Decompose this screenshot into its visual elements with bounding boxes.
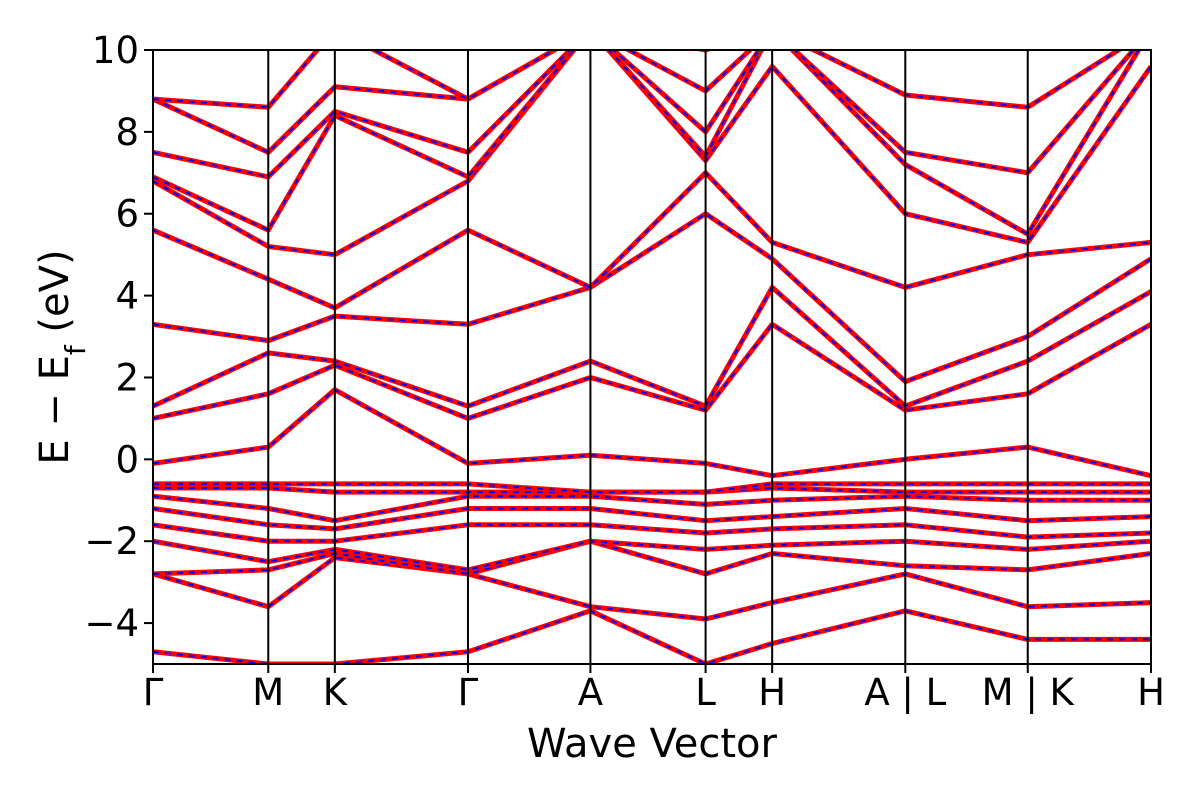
band-line-10-dashed bbox=[153, 388, 1151, 477]
band-line-13-dashed bbox=[153, 212, 1151, 383]
y-tick-label: 4 bbox=[115, 275, 139, 318]
y-tick-label: 0 bbox=[115, 438, 139, 481]
band-line-6-dashed bbox=[153, 507, 1151, 530]
band-line-4-dashed bbox=[153, 540, 1151, 571]
x-tick-label: A | L bbox=[864, 671, 946, 714]
band-lines bbox=[153, 50, 1151, 664]
y-tick-label: 8 bbox=[115, 111, 139, 154]
x-tick-label: Γ bbox=[143, 671, 164, 714]
y-axis-title-unit: (eV) bbox=[32, 249, 78, 345]
x-axis-title: Wave Vector bbox=[527, 721, 778, 767]
x-tick-label: M | K bbox=[982, 671, 1076, 714]
band-line-9-dashed bbox=[153, 482, 1151, 494]
band-line-11 bbox=[153, 321, 1151, 421]
y-tick-label: 6 bbox=[115, 193, 139, 236]
y-axis-ticks: −4 −2 0 2 4 6 8 10 bbox=[84, 29, 153, 645]
y-axis-title-subscript: f bbox=[59, 344, 92, 355]
y-tick-label: −2 bbox=[84, 520, 139, 563]
band-line-14 bbox=[153, 170, 1151, 311]
y-tick-label: 10 bbox=[92, 29, 139, 72]
band-line-2-dashed bbox=[153, 556, 1151, 620]
band-line-12-dashed bbox=[153, 286, 1151, 408]
band-line-17-dashed bbox=[153, 50, 1135, 178]
x-tick-label: Γ bbox=[458, 671, 479, 714]
band-line-3-dashed bbox=[153, 540, 1151, 575]
x-tick-label: M bbox=[252, 671, 284, 714]
y-axis-title: E − Ef (eV) bbox=[32, 249, 92, 464]
x-tick-label: A bbox=[578, 671, 603, 714]
band-line-14-dashed bbox=[153, 171, 1151, 309]
x-tick-label: L bbox=[695, 671, 716, 714]
y-tick-label: −4 bbox=[84, 602, 139, 645]
plot-frame bbox=[152, 49, 1152, 665]
x-tick-label: H bbox=[758, 671, 786, 714]
band-line-16-dashed bbox=[153, 50, 1140, 236]
band-line-1-dashed bbox=[153, 609, 1151, 664]
band-line-7-dashed bbox=[153, 495, 1151, 522]
band-line-18 bbox=[153, 50, 1124, 155]
band-line-5-dashed bbox=[153, 523, 1151, 543]
high-symmetry-lines bbox=[267, 50, 1029, 664]
x-tick-label: K bbox=[323, 671, 349, 714]
y-tick-label: 2 bbox=[115, 356, 139, 399]
band-line-18-dashed bbox=[153, 50, 1121, 154]
band-line-19 bbox=[153, 50, 715, 110]
x-tick-label: H bbox=[1137, 671, 1165, 714]
axes bbox=[152, 49, 1152, 665]
band-line-1 bbox=[153, 608, 1151, 664]
band-line-10 bbox=[153, 387, 1151, 479]
band-line-15-dashed bbox=[153, 50, 1151, 256]
y-axis-title-main: E − E bbox=[32, 355, 78, 465]
